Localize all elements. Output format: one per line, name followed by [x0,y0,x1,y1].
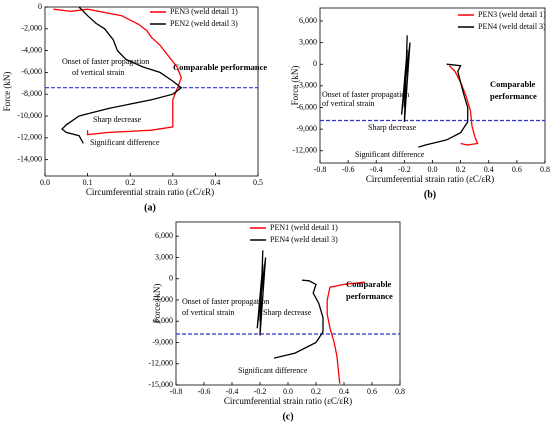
x-tick-label: 0.6 [512,165,522,174]
y-axis-title: Force (kN) [2,72,12,112]
x-tick-label: 0.2 [125,178,135,187]
y-tick-label: -9,000 [152,337,173,346]
x-tick-label: 0.8 [395,387,405,396]
annotation: Sharp decrease [263,308,312,317]
x-tick-label: -0.2 [254,387,267,396]
annotation: performance [490,91,537,101]
annotation: Onset of faster propagation [182,297,269,306]
legend-label: PEN4 (weld detail 3) [478,22,546,31]
x-tick-label: 0.2 [311,387,321,396]
annotation: of vertical strain [72,68,124,77]
annotation: Significant difference [90,138,160,147]
y-tick-label: -4,000 [21,45,42,54]
x-axis-title: Circumferential strain ratio (εC/εR) [86,187,214,197]
x-tick-label: -0.6 [342,165,355,174]
y-tick-label: -6,000 [152,316,173,325]
panel-label: (a) [144,202,156,213]
y-tick-label: -2,000 [21,24,42,33]
y-tick-label: -6,000 [296,102,317,111]
panel-label: (c) [282,411,293,422]
y-tick-label: -9,000 [296,124,317,133]
legend-label: PEN1 (weld detail 1) [270,223,338,232]
y-tick-label: 0 [313,59,317,68]
y-tick-label: -12,000 [17,133,42,142]
annotation: performance [346,291,393,301]
x-tick-label: -0.4 [370,165,383,174]
y-tick-label: 0 [38,2,42,11]
y-tick-label: -3,000 [152,295,173,304]
x-tick-label: -0.4 [226,387,239,396]
x-tick-label: -0.8 [314,165,327,174]
x-tick-label: -0.8 [170,387,183,396]
y-tick-label: -12,000 [292,146,317,155]
annotation: Comparable performance [173,62,267,72]
x-tick-label: 0.2 [456,165,466,174]
series-line [326,281,366,384]
x-axis-title: Circumferential strain ratio (εC/εR) [224,396,352,406]
y-tick-label: 0 [169,274,173,283]
x-tick-label: -0.6 [198,387,211,396]
annotation: Onset of faster propagation [322,90,409,99]
x-tick-label: 0.4 [339,387,349,396]
series-line [448,65,479,146]
series-line [61,6,183,144]
x-tick-label: -0.2 [398,165,411,174]
annotation: Sharp decrease [368,123,417,132]
legend-label: PEN3 (weld detail 1) [170,7,238,16]
x-tick-label: 0.4 [484,165,494,174]
y-tick-label: -6,000 [21,67,42,76]
annotation: of vertical strain [182,308,234,317]
series-line [256,250,324,359]
panel-label: (b) [424,189,436,200]
y-tick-label: 3,000 [299,37,317,46]
y-axis-title: Force (kN) [290,66,300,106]
x-tick-label: 0.3 [168,178,178,187]
annotation: Comparable [346,279,392,289]
y-tick-label: -12,000 [148,359,173,368]
y-tick-label: -14,000 [17,154,42,163]
x-tick-label: 0.0 [283,387,293,396]
y-tick-label: -15,000 [148,380,173,389]
annotation: Significant difference [355,150,425,159]
x-axis-title: Circumferential strain ratio (εC/εR) [366,174,494,184]
annotation: Significant difference [238,366,308,375]
x-tick-label: 0.0 [40,178,50,187]
annotation: Comparable [490,79,536,89]
annotation: of vertical strain [322,99,374,108]
legend-label: PEN2 (weld detail 3) [170,19,238,28]
x-tick-label: 0.5 [253,178,263,187]
y-tick-label: -3,000 [296,81,317,90]
x-tick-label: 0.1 [83,178,93,187]
y-axis-title: Force (kN) [152,284,162,324]
annotation: Onset of faster propagation [62,57,149,66]
y-tick-label: 6,000 [299,16,317,25]
y-tick-label: 3,000 [155,252,173,261]
x-tick-label: 0.0 [428,165,438,174]
plot-frame [44,6,259,177]
y-tick-label: -10,000 [17,111,42,120]
x-tick-label: 0.6 [367,387,377,396]
series-line [53,8,182,136]
series-line [400,35,469,148]
legend-label: PEN4 (weld detail 3) [270,235,338,244]
legend-label: PEN3 (weld detail 1) [478,10,546,19]
x-tick-label: 0.8 [540,165,550,174]
annotation: Sharp decrease [93,115,142,124]
x-tick-label: 0.4 [210,178,220,187]
y-tick-label: 6,000 [155,231,173,240]
y-tick-label: -8,000 [21,89,42,98]
